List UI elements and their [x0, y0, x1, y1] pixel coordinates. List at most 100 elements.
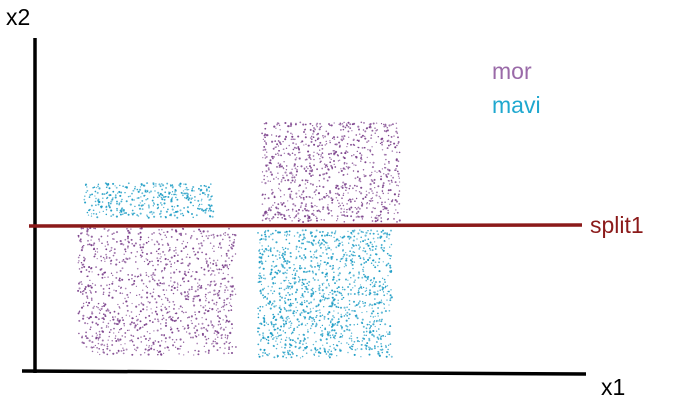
purple-dot	[290, 181, 292, 184]
blue-dot	[341, 326, 343, 329]
blue-dot	[125, 186, 128, 189]
purple-dot	[148, 348, 151, 351]
purple-dot	[325, 192, 328, 195]
purple-dot	[100, 235, 103, 238]
purple-dot	[148, 345, 151, 347]
blue-dot	[198, 205, 200, 207]
blue-dot	[270, 322, 273, 325]
blue-dot	[376, 230, 379, 232]
purple-dot	[139, 310, 142, 313]
purple-dot	[116, 338, 120, 341]
purple-dot	[89, 284, 92, 287]
purple-dot	[230, 298, 232, 300]
purple-dot	[77, 289, 80, 292]
purple-dot	[194, 311, 196, 313]
purple-dot	[134, 348, 136, 350]
blue-dot	[386, 351, 388, 353]
blue-dot	[349, 323, 352, 326]
blue-dot	[286, 318, 288, 321]
blue-dot	[357, 291, 360, 294]
blue-dot	[171, 196, 173, 199]
purple-dot	[118, 331, 120, 333]
purple-dot	[371, 129, 374, 132]
blue-dot	[95, 204, 97, 206]
blue-dot	[298, 342, 301, 345]
purple-dot	[110, 262, 112, 265]
blue-dot	[149, 190, 153, 193]
purple-dot	[316, 133, 318, 136]
blue-dot	[330, 235, 332, 237]
blue-dot	[171, 200, 173, 203]
purple-dot	[339, 144, 341, 147]
blue-dot	[263, 317, 266, 320]
blue-dot	[146, 214, 148, 216]
purple-dot	[231, 345, 234, 348]
purple-dot	[127, 235, 129, 238]
purple-dot	[93, 247, 95, 250]
blue-dot	[136, 188, 139, 191]
purple-dot	[110, 259, 113, 262]
purple-dot	[147, 262, 150, 265]
blue-dot	[353, 340, 356, 343]
blue-dot	[313, 354, 316, 357]
blue-dot	[286, 269, 289, 272]
blue-dot	[145, 199, 147, 201]
purple-dot	[223, 342, 226, 345]
purple-dot	[381, 189, 384, 192]
purple-dot	[383, 130, 386, 132]
purple-dot	[156, 329, 159, 332]
blue-dot	[350, 347, 352, 350]
purple-dot	[159, 233, 162, 236]
blue-dot	[258, 277, 261, 280]
blue-dot	[310, 288, 313, 291]
purple-dot	[297, 212, 300, 215]
blue-dot	[351, 258, 354, 260]
blue-dot	[114, 185, 116, 187]
blue-dot	[353, 353, 356, 356]
blue-dot	[333, 316, 335, 319]
purple-dot	[356, 185, 358, 188]
purple-dot	[212, 342, 214, 344]
blue-dot	[168, 191, 171, 194]
purple-dot	[198, 228, 201, 231]
blue-dot	[326, 342, 328, 344]
blue-dot	[313, 299, 315, 301]
purple-dot	[297, 165, 299, 168]
purple-dot	[307, 179, 309, 182]
purple-dot	[84, 335, 87, 338]
blue-dot	[162, 184, 165, 187]
purple-dot	[316, 186, 318, 188]
purple-dot	[342, 128, 345, 131]
purple-dot	[332, 198, 334, 201]
purple-dot	[197, 353, 200, 356]
blue-dot	[278, 306, 281, 309]
blue-dot	[351, 309, 353, 312]
purple-dot	[91, 350, 94, 353]
purple-dot	[193, 354, 195, 356]
blue-dot	[377, 264, 379, 267]
purple-dot	[307, 219, 310, 222]
blue-dot	[183, 206, 186, 209]
purple-dot	[351, 130, 353, 132]
blue-dot	[332, 343, 335, 346]
purple-dot	[213, 332, 216, 334]
purple-dot	[183, 247, 185, 249]
purple-dot	[396, 132, 399, 134]
purple-dot	[214, 284, 217, 287]
purple-dot	[121, 335, 124, 337]
blue-dot	[319, 300, 322, 303]
purple-dot	[223, 299, 226, 302]
purple-dot	[346, 173, 349, 175]
purple-dot	[207, 309, 210, 312]
blue-dot	[278, 292, 281, 295]
purple-dot	[194, 325, 197, 328]
blue-dot	[194, 196, 196, 198]
blue-dot	[258, 250, 260, 252]
purple-dot	[318, 144, 321, 147]
purple-dot	[183, 328, 186, 330]
purple-dot	[311, 197, 314, 199]
blue-dot	[354, 348, 357, 351]
blue-dot	[369, 347, 372, 349]
blue-dot	[322, 344, 324, 346]
purple-dot	[305, 203, 307, 205]
